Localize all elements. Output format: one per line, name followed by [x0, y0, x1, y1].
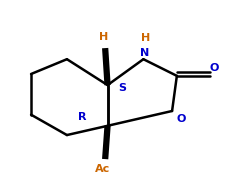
Text: H: H	[99, 32, 109, 42]
Text: N: N	[140, 48, 149, 58]
Text: R: R	[78, 112, 87, 122]
Text: O: O	[177, 114, 186, 124]
Text: S: S	[118, 83, 126, 93]
Text: O: O	[209, 63, 219, 73]
Text: Ac: Ac	[95, 164, 110, 174]
Text: H: H	[141, 33, 150, 43]
